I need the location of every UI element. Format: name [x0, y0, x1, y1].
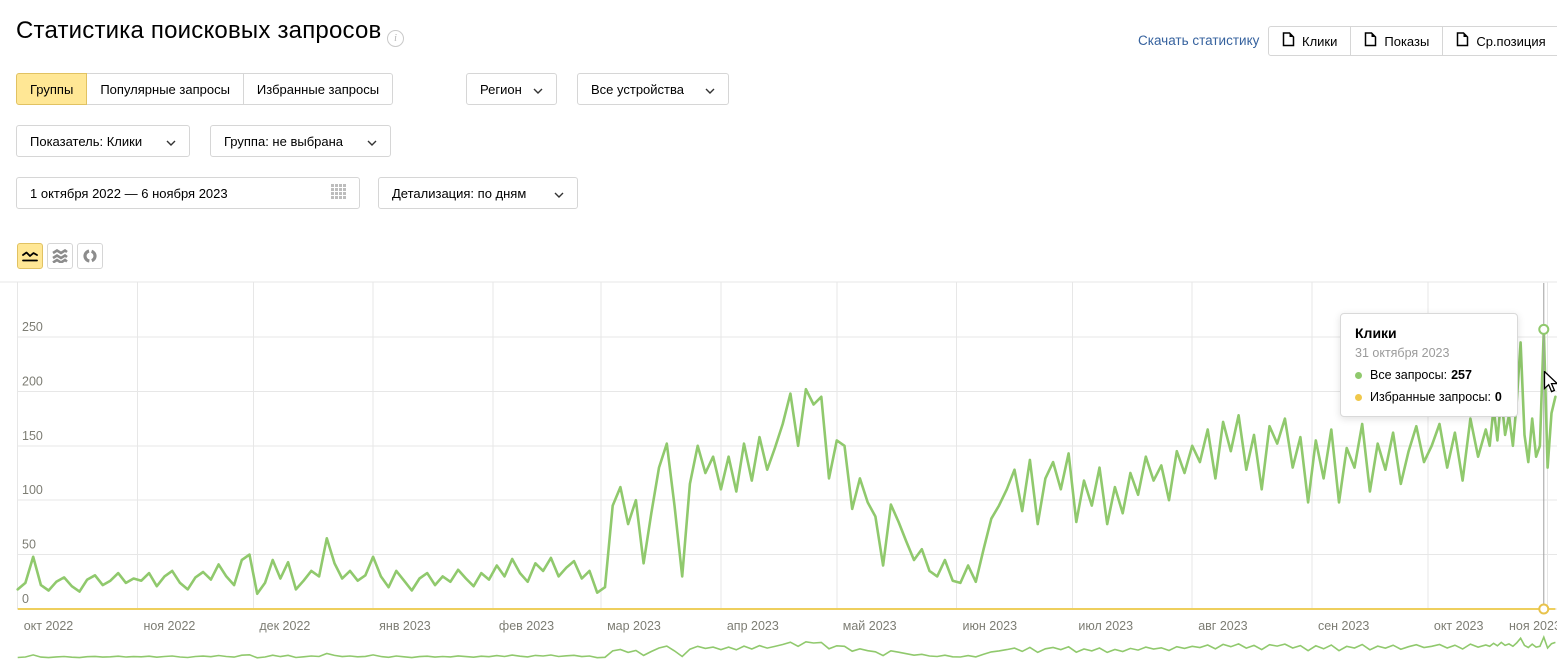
tooltip-date: 31 октября 2023	[1355, 346, 1450, 360]
chevron-down-icon	[533, 82, 543, 97]
tooltip-row-all-queries: Все запросы: 257	[1355, 368, 1505, 382]
detalization-dropdown[interactable]: Детализация: по дням	[378, 177, 578, 209]
info-icon[interactable]: i	[387, 30, 404, 47]
x-axis-label: окт 2023	[1434, 619, 1484, 633]
x-axis-label: ноя 2022	[143, 619, 195, 633]
y-axis-label: 100	[22, 483, 43, 497]
region-dropdown[interactable]: Регион	[466, 73, 557, 105]
chevron-down-icon	[166, 134, 176, 149]
export-clicks-button[interactable]: Клики	[1268, 26, 1352, 56]
date-range-value: 1 октября 2022 — 6 ноября 2023	[30, 185, 228, 201]
chevron-down-icon	[705, 82, 715, 97]
tooltip-row-value: 257	[1451, 368, 1472, 382]
x-axis-label: ноя 2023	[1509, 619, 1557, 633]
date-range-input[interactable]: 1 октября 2022 — 6 ноября 2023	[16, 177, 360, 209]
chart-tooltip: Клики 31 октября 2023 Все запросы: 257 И…	[1340, 313, 1518, 417]
chevron-down-icon	[554, 186, 564, 201]
tab-groups[interactable]: Группы	[16, 73, 88, 105]
hover-marker-all-queries	[1538, 323, 1550, 335]
export-button-group: Клики Показы Ср.позиция	[1268, 26, 1557, 56]
file-icon	[1456, 32, 1469, 50]
metric-dropdown[interactable]: Показатель: Клики	[16, 125, 190, 157]
view-tabs: Группы Популярные запросы Избранные запр…	[16, 73, 394, 105]
pie-chart-icon[interactable]	[77, 243, 103, 269]
y-axis-label: 200	[22, 374, 43, 388]
calendar-grid-icon[interactable]	[331, 184, 346, 202]
x-axis-label: авг 2023	[1198, 619, 1247, 633]
mini-preview-line	[17, 634, 1556, 659]
x-axis-label: апр 2023	[727, 619, 779, 633]
download-statistics-link[interactable]: Скачать статистику	[1138, 33, 1260, 48]
y-axis-label: 250	[22, 320, 43, 334]
tab-favorite-queries[interactable]: Избранные запросы	[242, 73, 394, 105]
x-axis-label: дек 2022	[259, 619, 310, 633]
export-impressions-button[interactable]: Показы	[1350, 26, 1444, 56]
tooltip-row-favorite-queries: Избранные запросы: 0	[1355, 390, 1505, 404]
mouse-cursor	[1543, 371, 1557, 393]
devices-dropdown-label: Все устройства	[591, 81, 684, 97]
y-axis-label: 150	[22, 429, 43, 443]
tooltip-row-label: Все запросы:	[1370, 368, 1448, 382]
file-icon	[1364, 32, 1377, 50]
detalization-dropdown-label: Детализация: по дням	[392, 185, 527, 201]
chevron-down-icon	[367, 134, 377, 149]
x-axis-label: янв 2023	[379, 619, 431, 633]
tooltip-title: Клики	[1355, 325, 1397, 341]
x-axis-label: окт 2022	[24, 619, 74, 633]
devices-dropdown[interactable]: Все устройства	[577, 73, 729, 105]
stacked-area-chart-icon[interactable]	[47, 243, 73, 269]
file-icon	[1282, 32, 1295, 50]
y-axis-label: 50	[22, 538, 36, 552]
x-axis-label: май 2023	[843, 619, 897, 633]
chart-type-toolbar	[17, 243, 103, 269]
tab-popular-queries[interactable]: Популярные запросы	[86, 73, 244, 105]
page-title: Статистика поисковых запросов	[16, 17, 382, 44]
export-avg-position-button[interactable]: Ср.позиция	[1442, 26, 1557, 56]
x-axis-label: сен 2023	[1318, 619, 1369, 633]
x-axis-label: июл 2023	[1078, 619, 1133, 633]
yellow-series-dot	[1355, 393, 1362, 401]
group-dropdown[interactable]: Группа: не выбрана	[210, 125, 391, 157]
metric-dropdown-label: Показатель: Клики	[30, 133, 143, 149]
x-axis-label: июн 2023	[963, 619, 1018, 633]
x-axis-label: мар 2023	[607, 619, 661, 633]
export-avg-position-label: Ср.позиция	[1476, 33, 1546, 49]
line-chart-icon[interactable]	[17, 243, 43, 269]
region-dropdown-label: Регион	[480, 81, 522, 97]
hover-marker-favorite-queries	[1538, 603, 1550, 615]
y-axis-label: 0	[22, 592, 29, 606]
green-series-dot	[1355, 371, 1362, 379]
x-axis-label: фев 2023	[499, 619, 554, 633]
export-impressions-label: Показы	[1384, 33, 1430, 49]
group-dropdown-label: Группа: не выбрана	[224, 133, 344, 149]
tooltip-row-label: Избранные запросы:	[1370, 390, 1491, 404]
tooltip-row-value: 0	[1494, 390, 1502, 404]
export-clicks-label: Клики	[1302, 33, 1338, 49]
all-queries-line	[16, 328, 1557, 596]
